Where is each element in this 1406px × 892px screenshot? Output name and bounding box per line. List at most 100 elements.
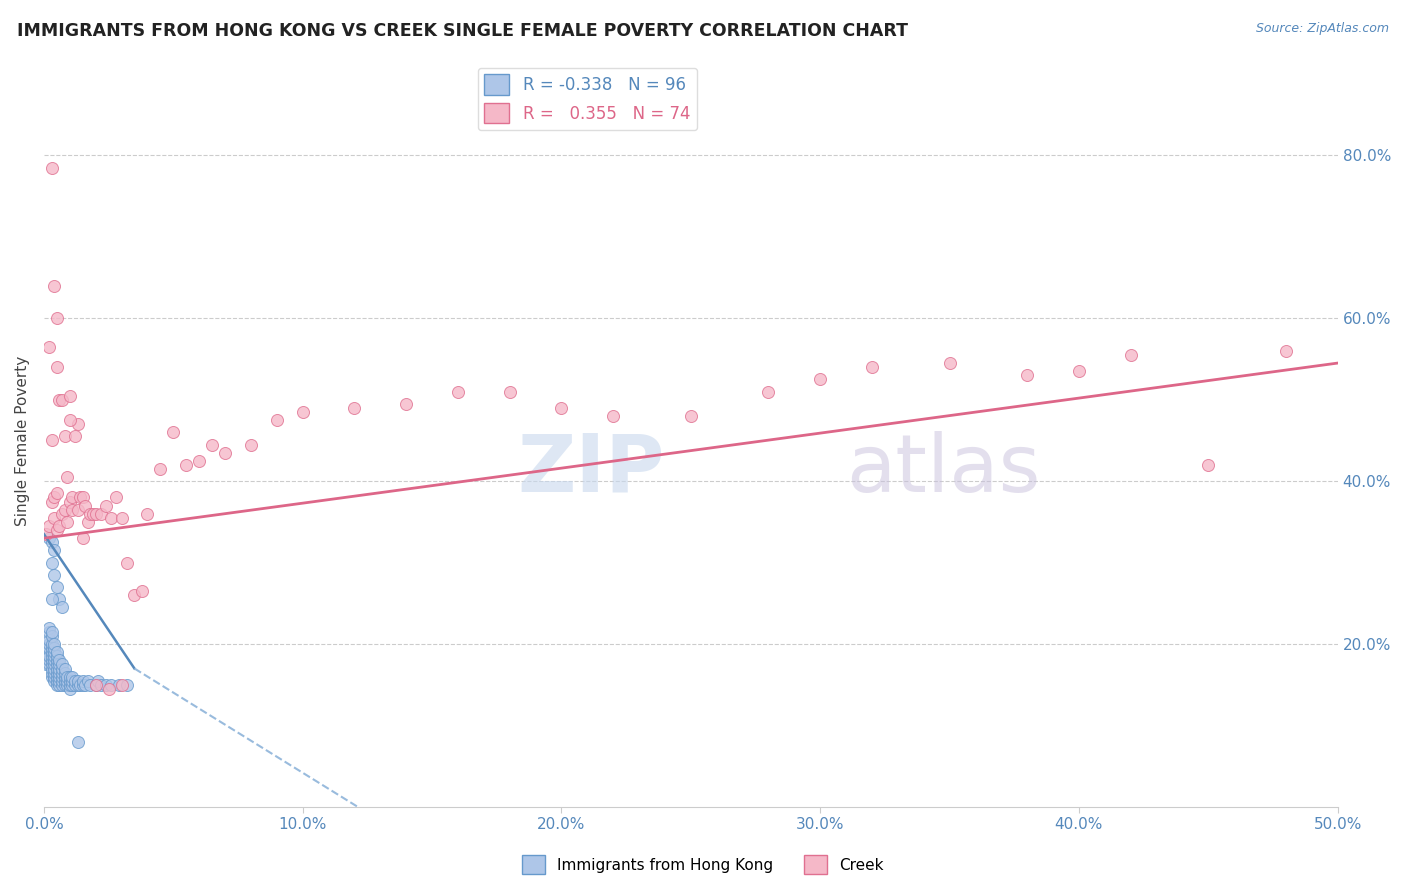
- Point: [84, 678, 107, 692]
- Point: [44, 645, 66, 659]
- Point: [90, 678, 112, 692]
- Point: [94, 499, 117, 513]
- Point: [38, 624, 60, 639]
- Point: [59, 389, 82, 403]
- Point: [201, 437, 224, 451]
- Point: [45, 311, 67, 326]
- Point: [90, 507, 112, 521]
- Point: [266, 413, 288, 427]
- Point: [1017, 368, 1039, 383]
- Point: [1275, 343, 1298, 358]
- Point: [115, 556, 138, 570]
- Legend: R = -0.338   N = 96, R =   0.355   N = 74: R = -0.338 N = 96, R = 0.355 N = 74: [478, 68, 697, 130]
- Point: [79, 507, 101, 521]
- Point: [35, 649, 58, 664]
- Point: [53, 673, 76, 688]
- Point: [48, 673, 70, 688]
- Point: [77, 673, 100, 688]
- Point: [84, 678, 107, 692]
- Point: [66, 417, 89, 432]
- Point: [41, 494, 63, 508]
- Point: [63, 673, 86, 688]
- Point: [72, 531, 94, 545]
- Point: [162, 425, 184, 440]
- Point: [53, 678, 76, 692]
- Point: [41, 592, 63, 607]
- Point: [45, 523, 67, 537]
- Point: [44, 649, 66, 664]
- Point: [66, 735, 89, 749]
- Text: IMMIGRANTS FROM HONG KONG VS CREEK SINGLE FEMALE POVERTY CORRELATION CHART: IMMIGRANTS FROM HONG KONG VS CREEK SINGL…: [17, 22, 908, 40]
- Point: [59, 670, 82, 684]
- Point: [41, 535, 63, 549]
- Point: [41, 670, 63, 684]
- Point: [44, 491, 66, 505]
- Point: [51, 678, 73, 692]
- Point: [100, 678, 122, 692]
- Point: [75, 678, 97, 692]
- Point: [108, 678, 131, 692]
- Y-axis label: Single Female Poverty: Single Female Poverty: [15, 355, 30, 525]
- Point: [41, 661, 63, 675]
- Point: [35, 657, 58, 672]
- Point: [72, 673, 94, 688]
- Point: [239, 437, 262, 451]
- Point: [41, 645, 63, 659]
- Point: [77, 515, 100, 529]
- Point: [44, 673, 66, 688]
- Point: [38, 649, 60, 664]
- Point: [938, 356, 960, 370]
- Point: [97, 681, 120, 696]
- Point: [53, 665, 76, 680]
- Point: [59, 494, 82, 508]
- Point: [38, 637, 60, 651]
- Text: ZIP: ZIP: [517, 431, 665, 508]
- Point: [45, 649, 67, 664]
- Point: [1197, 458, 1219, 472]
- Point: [110, 678, 132, 692]
- Point: [41, 653, 63, 667]
- Point: [84, 507, 107, 521]
- Point: [1067, 364, 1090, 378]
- Point: [35, 527, 58, 541]
- Point: [860, 360, 883, 375]
- Point: [679, 409, 702, 423]
- Point: [60, 491, 83, 505]
- Point: [53, 429, 76, 443]
- Point: [45, 673, 67, 688]
- Point: [38, 340, 60, 354]
- Point: [48, 653, 70, 667]
- Point: [53, 670, 76, 684]
- Text: atlas: atlas: [846, 431, 1040, 508]
- Point: [41, 637, 63, 651]
- Point: [38, 632, 60, 647]
- Point: [60, 673, 83, 688]
- Point: [115, 678, 138, 692]
- Point: [35, 641, 58, 656]
- Point: [51, 507, 73, 521]
- Point: [498, 384, 520, 399]
- Point: [447, 384, 470, 399]
- Point: [51, 600, 73, 615]
- Point: [131, 584, 153, 599]
- Point: [51, 665, 73, 680]
- Point: [56, 515, 79, 529]
- Point: [110, 511, 132, 525]
- Point: [72, 678, 94, 692]
- Point: [48, 665, 70, 680]
- Text: Source: ZipAtlas.com: Source: ZipAtlas.com: [1256, 22, 1389, 36]
- Point: [48, 678, 70, 692]
- Point: [56, 670, 79, 684]
- Point: [44, 661, 66, 675]
- Point: [60, 678, 83, 692]
- Point: [45, 580, 67, 594]
- Point: [214, 445, 236, 459]
- Point: [38, 531, 60, 545]
- Point: [291, 405, 314, 419]
- Point: [136, 507, 159, 521]
- Point: [44, 511, 66, 525]
- Point: [44, 567, 66, 582]
- Point: [56, 470, 79, 484]
- Point: [44, 665, 66, 680]
- Point: [59, 673, 82, 688]
